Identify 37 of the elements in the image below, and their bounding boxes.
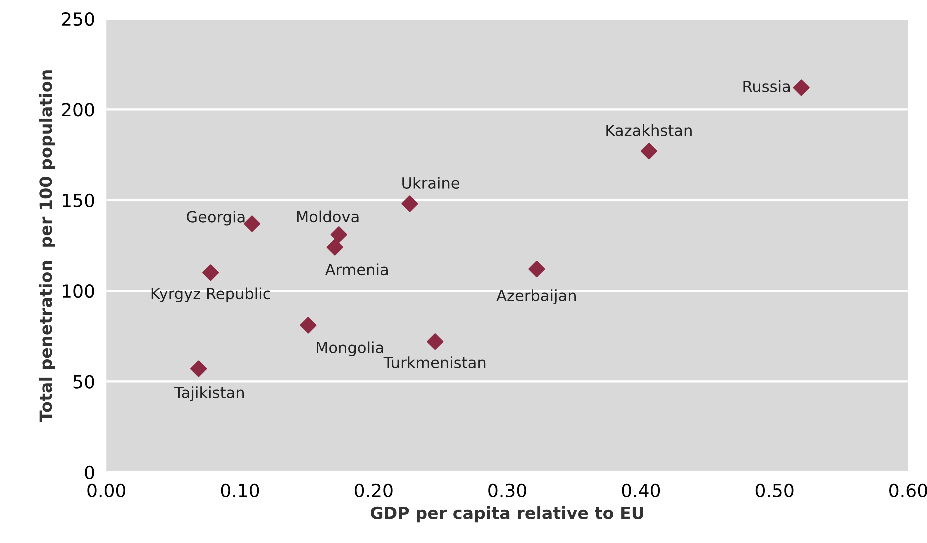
x-tick-label: 0.10	[221, 484, 260, 498]
x-tick-label: 0.20	[354, 484, 393, 498]
annotation: Kyrgyz Republic	[152, 288, 270, 303]
x-tick-label: 0.00	[88, 484, 126, 498]
point	[427, 334, 444, 350]
annotation: Turkmenistan	[384, 356, 486, 368]
x-tick-label: 0.30	[488, 484, 526, 498]
point	[326, 239, 344, 256]
point	[793, 80, 810, 96]
annotation: Georgia	[187, 210, 245, 226]
point	[190, 360, 208, 378]
point	[244, 216, 261, 232]
y-tick-label: 250	[62, 12, 94, 26]
x-tick-label: 0.40	[622, 484, 660, 498]
y-tick-label: 0	[85, 466, 94, 480]
y-tick-label: 100	[63, 284, 94, 298]
annotation: Ukraine	[402, 177, 460, 189]
x-tick-label: 0.60	[890, 484, 927, 498]
annotation: Armenia	[325, 264, 388, 276]
annotation: Tajikistan	[174, 386, 244, 402]
y-tick-label: 200	[62, 103, 94, 117]
annotation: Moldova	[297, 210, 359, 223]
annotation: Mongolia	[317, 342, 384, 357]
point	[202, 264, 220, 282]
point	[402, 196, 418, 212]
y-tick-label: 50	[74, 375, 94, 389]
point	[640, 143, 658, 160]
annotation: Kazakhstan	[606, 124, 692, 136]
y-tick-label: 150	[63, 194, 94, 208]
annotation: Azerbaijan	[496, 290, 576, 304]
annotation: Russia	[744, 80, 790, 92]
point	[330, 226, 348, 244]
x-axis-title: GDP per capita relative to EU	[370, 506, 644, 523]
x-tick-label: 0.50	[756, 484, 794, 498]
point	[300, 317, 317, 334]
y-axis-title: Total penetration per 100 population	[39, 70, 56, 422]
point	[528, 260, 546, 278]
